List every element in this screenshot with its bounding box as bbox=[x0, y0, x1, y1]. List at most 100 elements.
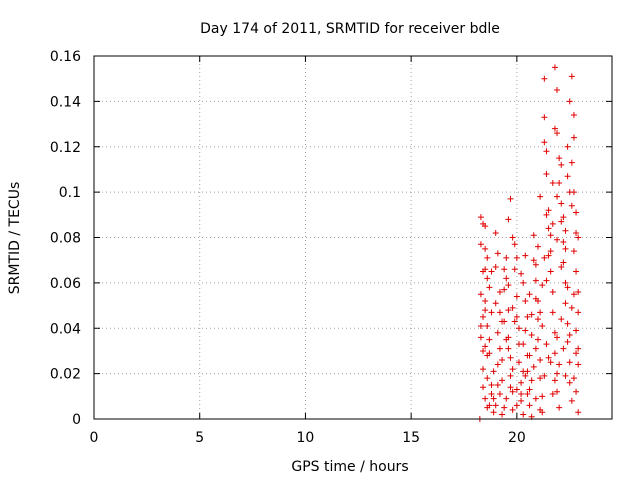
data-point bbox=[551, 64, 558, 71]
data-point bbox=[575, 234, 582, 241]
y-tick-label: 0.02 bbox=[50, 367, 81, 383]
data-point bbox=[537, 193, 544, 200]
data-point bbox=[490, 395, 497, 402]
data-point bbox=[522, 298, 529, 305]
data-point bbox=[507, 195, 514, 202]
data-point bbox=[492, 263, 499, 270]
data-point bbox=[482, 223, 489, 230]
data-point bbox=[480, 313, 487, 320]
data-point bbox=[575, 345, 582, 352]
data-point bbox=[537, 406, 544, 413]
data-point bbox=[532, 345, 539, 352]
y-tick-labels: 0 0.02 0.04 0.06 0.08 0.1 0.12 0.14 0.16 bbox=[50, 49, 81, 428]
data-point bbox=[530, 257, 537, 264]
data-point bbox=[480, 384, 487, 391]
y-tick-label: 0.04 bbox=[50, 321, 81, 337]
data-point bbox=[554, 130, 561, 137]
data-point bbox=[511, 266, 518, 273]
data-point bbox=[566, 98, 573, 105]
data-point bbox=[515, 359, 522, 366]
data-point bbox=[507, 354, 514, 361]
data-point bbox=[549, 220, 556, 227]
data-point bbox=[543, 148, 550, 155]
data-point bbox=[570, 375, 577, 382]
data-point bbox=[566, 332, 573, 339]
data-point bbox=[518, 397, 525, 404]
data-point bbox=[520, 279, 527, 286]
data-point bbox=[570, 111, 577, 118]
data-point bbox=[524, 313, 531, 320]
data-point bbox=[509, 304, 516, 311]
data-point bbox=[573, 388, 580, 395]
grid bbox=[94, 56, 612, 419]
data-point bbox=[545, 252, 552, 259]
data-point bbox=[560, 239, 567, 246]
data-point bbox=[477, 334, 484, 341]
data-point bbox=[545, 225, 552, 232]
data-point bbox=[509, 388, 516, 395]
data-point bbox=[501, 318, 508, 325]
data-point bbox=[564, 320, 571, 327]
data-point bbox=[496, 288, 503, 295]
data-point bbox=[549, 288, 556, 295]
data-point bbox=[501, 404, 508, 411]
x-tick-label: 15 bbox=[402, 430, 420, 446]
data-point bbox=[490, 368, 497, 375]
data-point bbox=[539, 393, 546, 400]
data-point bbox=[556, 404, 563, 411]
data-point bbox=[568, 202, 575, 209]
data-point bbox=[549, 180, 556, 187]
data-point bbox=[526, 386, 533, 393]
data-point bbox=[560, 259, 567, 266]
data-point bbox=[551, 377, 558, 384]
data-point bbox=[522, 372, 529, 379]
data-point bbox=[562, 372, 569, 379]
y-tick-label: 0.16 bbox=[50, 49, 81, 65]
data-point bbox=[570, 248, 577, 255]
data-point bbox=[520, 411, 527, 418]
data-point bbox=[545, 207, 552, 214]
data-point bbox=[496, 309, 503, 316]
y-tick-label: 0.1 bbox=[59, 185, 81, 201]
data-point bbox=[492, 300, 499, 307]
data-point bbox=[570, 134, 577, 141]
data-point bbox=[513, 293, 520, 300]
data-point bbox=[528, 332, 535, 339]
data-point bbox=[568, 73, 575, 80]
data-point bbox=[513, 386, 520, 393]
data-point bbox=[562, 227, 569, 234]
data-point bbox=[541, 75, 548, 82]
data-point bbox=[518, 270, 525, 277]
data-point bbox=[511, 318, 518, 325]
data-point bbox=[509, 366, 516, 373]
data-point bbox=[575, 361, 582, 368]
data-point bbox=[503, 275, 510, 282]
y-axis-label: SRMTID / TECUs bbox=[7, 182, 23, 295]
data-point bbox=[526, 352, 533, 359]
data-point bbox=[520, 341, 527, 348]
data-point bbox=[501, 266, 508, 273]
data-point bbox=[564, 338, 571, 345]
data-point bbox=[499, 377, 506, 384]
data-point bbox=[503, 395, 510, 402]
data-point bbox=[482, 395, 489, 402]
data-point bbox=[524, 391, 531, 398]
data-point bbox=[539, 282, 546, 289]
data-point bbox=[484, 275, 491, 282]
data-point bbox=[486, 336, 493, 343]
data-point bbox=[539, 322, 546, 329]
y-tick-label: 0.12 bbox=[50, 140, 81, 156]
data-point bbox=[482, 307, 489, 314]
data-point bbox=[482, 266, 489, 273]
data-point bbox=[551, 329, 558, 336]
data-point bbox=[549, 391, 556, 398]
data-point bbox=[547, 268, 554, 275]
x-tick-label: 10 bbox=[297, 430, 315, 446]
data-point bbox=[509, 406, 516, 413]
data-point bbox=[556, 180, 563, 187]
data-point bbox=[575, 288, 582, 295]
data-point bbox=[551, 125, 558, 132]
data-point bbox=[573, 327, 580, 334]
data-point bbox=[507, 384, 514, 391]
